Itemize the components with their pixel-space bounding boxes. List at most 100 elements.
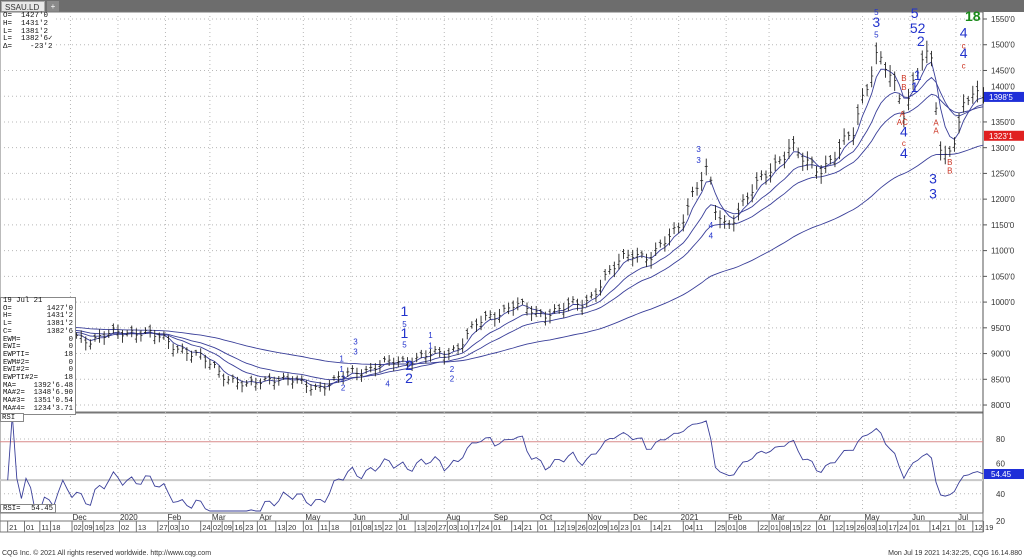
price-bar bbox=[84, 336, 88, 351]
price-bar bbox=[828, 154, 832, 165]
day-label: 11 bbox=[41, 523, 49, 532]
elliott-wave-label: 3 bbox=[696, 156, 701, 165]
price-bar bbox=[387, 355, 391, 366]
price-bar bbox=[235, 376, 239, 390]
databox-key: EWI#2= bbox=[3, 366, 30, 375]
price-bar bbox=[314, 383, 318, 390]
day-label: 17 bbox=[470, 523, 478, 532]
price-bar bbox=[511, 300, 515, 316]
price-bar bbox=[176, 345, 180, 354]
moving-average-line-2 bbox=[7, 76, 984, 385]
day-label: 01 bbox=[493, 523, 501, 532]
price-bar bbox=[599, 279, 603, 296]
day-label: 03 bbox=[449, 523, 457, 532]
price-bar bbox=[479, 315, 483, 331]
elliott-wave-label: 52 bbox=[910, 20, 926, 36]
price-bar bbox=[948, 145, 952, 157]
price-bar bbox=[451, 345, 455, 352]
day-label: 20 bbox=[288, 523, 296, 532]
day-label: 24 bbox=[481, 523, 489, 532]
price-bar bbox=[240, 380, 244, 393]
price-bar bbox=[488, 310, 492, 320]
day-label: 01 bbox=[633, 523, 641, 532]
day-label: 22 bbox=[803, 523, 811, 532]
price-bar bbox=[773, 154, 777, 171]
price-bar bbox=[769, 163, 773, 183]
price-bar bbox=[815, 166, 819, 179]
price-bar bbox=[750, 184, 754, 203]
price-bar bbox=[534, 305, 538, 318]
price-bar bbox=[167, 335, 171, 349]
databox-row: EWI= 0 bbox=[1, 344, 75, 352]
day-label: 01 bbox=[912, 523, 920, 532]
price-bar bbox=[281, 372, 285, 380]
price-bar bbox=[493, 312, 497, 327]
elliott-wave-label: B bbox=[901, 74, 906, 83]
day-label: 13 bbox=[417, 523, 425, 532]
price-bar bbox=[727, 220, 731, 229]
day-label: 27 bbox=[438, 523, 446, 532]
price-bar bbox=[888, 65, 892, 87]
databox-value: 18 bbox=[64, 374, 73, 383]
price-bar bbox=[268, 373, 272, 385]
price-bar bbox=[144, 327, 148, 334]
databox-key: MA#2= bbox=[3, 389, 25, 398]
elliott-wave-label: 3 bbox=[929, 171, 937, 187]
elliott-wave-label: 1 bbox=[914, 67, 922, 83]
price-bar bbox=[111, 323, 115, 334]
price-bar bbox=[695, 182, 699, 196]
price-bar bbox=[902, 110, 906, 128]
databox-row: EWM#2= 0 bbox=[1, 359, 75, 368]
price-bar bbox=[401, 355, 405, 363]
price-bar bbox=[199, 348, 203, 360]
price-bar bbox=[962, 94, 966, 113]
price-bar bbox=[530, 305, 534, 321]
price-bar bbox=[920, 50, 924, 71]
rsi-study-label[interactable]: RSI bbox=[0, 413, 24, 422]
day-label: 26 bbox=[856, 523, 864, 532]
timestamp-footer: Mon Jul 19 2021 14:32:25, CQG 16.14.880 bbox=[888, 550, 1022, 557]
day-label: 02 bbox=[74, 523, 82, 532]
rsi-value: 54.45 bbox=[31, 505, 53, 513]
day-label: 01 bbox=[398, 523, 406, 532]
price-tick-label: 850'0 bbox=[991, 375, 1011, 384]
day-label: 03 bbox=[867, 523, 875, 532]
databox-value: 18 bbox=[64, 350, 73, 359]
price-bar bbox=[383, 356, 387, 363]
price-bar bbox=[341, 371, 345, 385]
price-bar bbox=[557, 303, 561, 314]
elliott-wave-label: 3 bbox=[353, 348, 358, 357]
day-label: 11 bbox=[320, 523, 328, 532]
price-bar bbox=[943, 145, 947, 165]
day-label: 18 bbox=[331, 523, 339, 532]
price-tag-label: 1323'1 bbox=[989, 132, 1013, 141]
databox-value: 1382'6 bbox=[46, 327, 73, 336]
price-bar bbox=[677, 222, 681, 234]
elliott-wave-label: 1 bbox=[911, 79, 919, 95]
price-bar bbox=[327, 379, 331, 391]
price-bar bbox=[189, 350, 193, 363]
add-tab-button[interactable]: + bbox=[47, 1, 59, 12]
elliott-wave-label: 5 bbox=[874, 8, 879, 17]
price-bar bbox=[566, 297, 570, 312]
databox-date: 19 Jul 21 bbox=[1, 297, 75, 306]
elliott-wave-label: 5 bbox=[911, 5, 919, 21]
month-label: May bbox=[865, 513, 880, 522]
month-label: Oct bbox=[540, 513, 553, 522]
databox-row: MA#4= 1234'3.71 bbox=[1, 404, 75, 414]
day-label: 09 bbox=[599, 523, 607, 532]
price-bar bbox=[622, 249, 626, 259]
price-tick-label: 1000'0 bbox=[991, 298, 1015, 307]
price-bar bbox=[759, 170, 763, 181]
price-bar bbox=[428, 348, 432, 362]
databox-key: MA#4= bbox=[3, 404, 25, 413]
month-label: Jun bbox=[353, 513, 366, 522]
price-bar bbox=[553, 304, 557, 314]
price-bar bbox=[424, 350, 428, 364]
price-bar bbox=[654, 242, 658, 256]
price-bar bbox=[612, 261, 616, 278]
price-bar bbox=[576, 298, 580, 311]
databox-value: 1431'2 bbox=[46, 312, 73, 321]
rsi-value-label: RSI= bbox=[3, 505, 21, 513]
